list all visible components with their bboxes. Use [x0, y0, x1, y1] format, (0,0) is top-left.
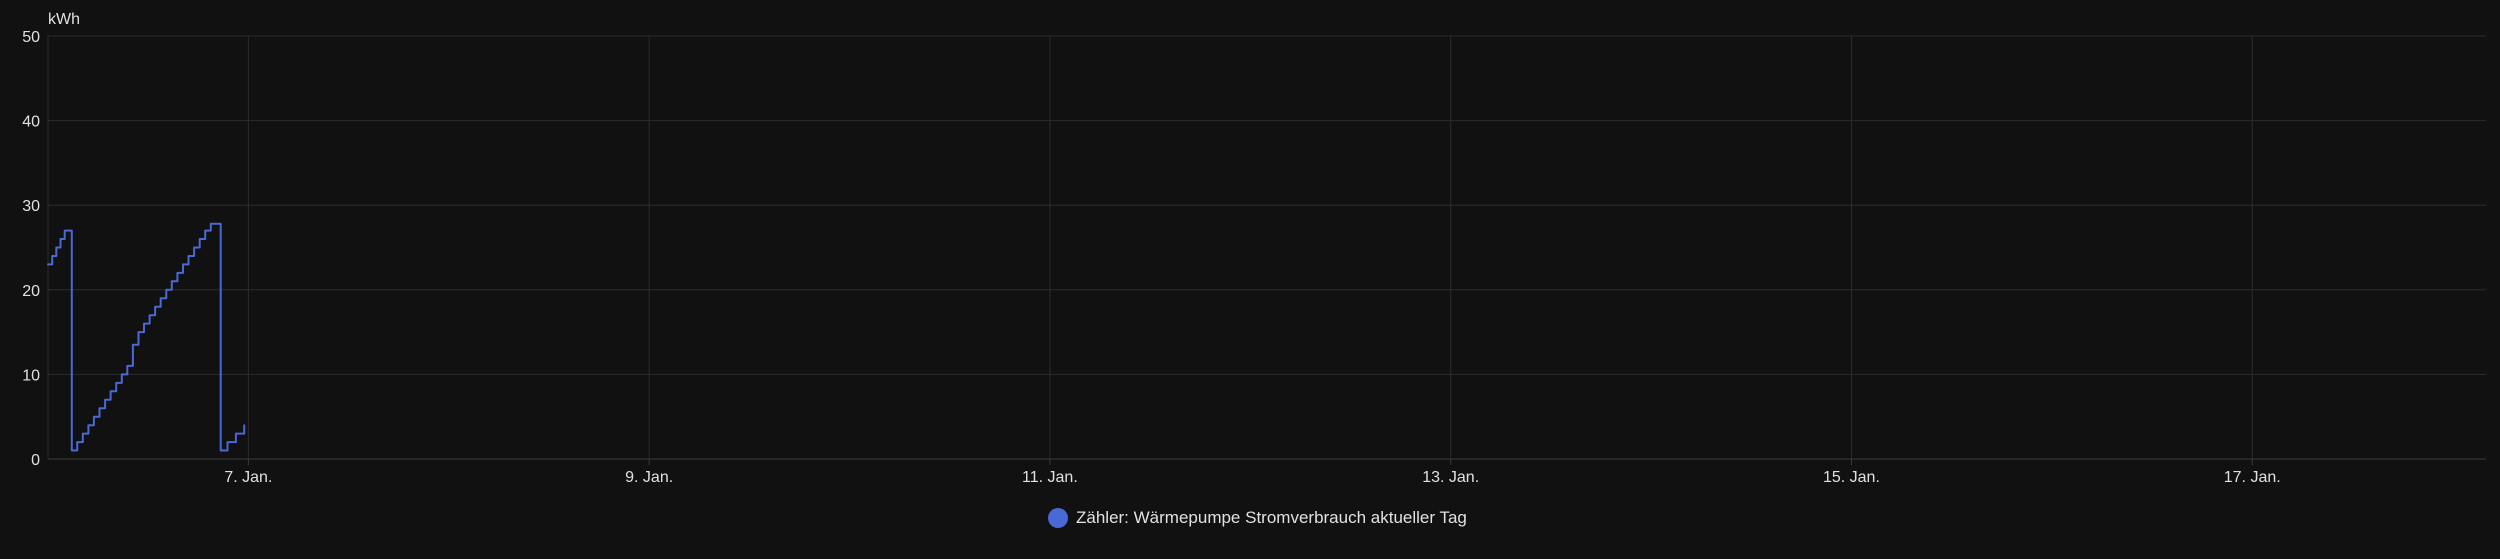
y-axis-unit-label: kWh — [48, 11, 80, 28]
x-tick-label: 7. Jan. — [224, 469, 272, 486]
y-tick-label: 20 — [22, 283, 40, 300]
axis: 0 10 20 30 40 50 7. Jan. 9. Jan. 11. Jan. 13. Jan… — [22, 29, 2280, 486]
y-tick-label: 0 — [31, 452, 40, 469]
series-line — [47, 222, 246, 452]
y-tick-label: 50 — [22, 29, 40, 46]
y-tick-label: 10 — [22, 367, 40, 384]
x-tick-label: 11. Jan. — [1022, 469, 1078, 486]
y-tick-label: 30 — [22, 198, 40, 215]
x-tick-label: 9. Jan. — [625, 469, 673, 486]
legend-label: Zähler: Wärmepumpe Stromverbrauch aktuel… — [1076, 508, 1467, 527]
series-layer — [47, 222, 246, 452]
grid-lines — [47, 35, 2486, 465]
x-tick-label: 17. Jan. — [2224, 469, 2281, 486]
x-tick-label: 15. Jan. — [1823, 469, 1880, 486]
legend-swatch — [1048, 508, 1068, 528]
legend-item[interactable]: Zähler: Wärmepumpe Stromverbrauch aktuel… — [1048, 506, 1467, 530]
x-tick-label: 13. Jan. — [1422, 469, 1479, 486]
y-tick-label: 40 — [22, 114, 40, 131]
